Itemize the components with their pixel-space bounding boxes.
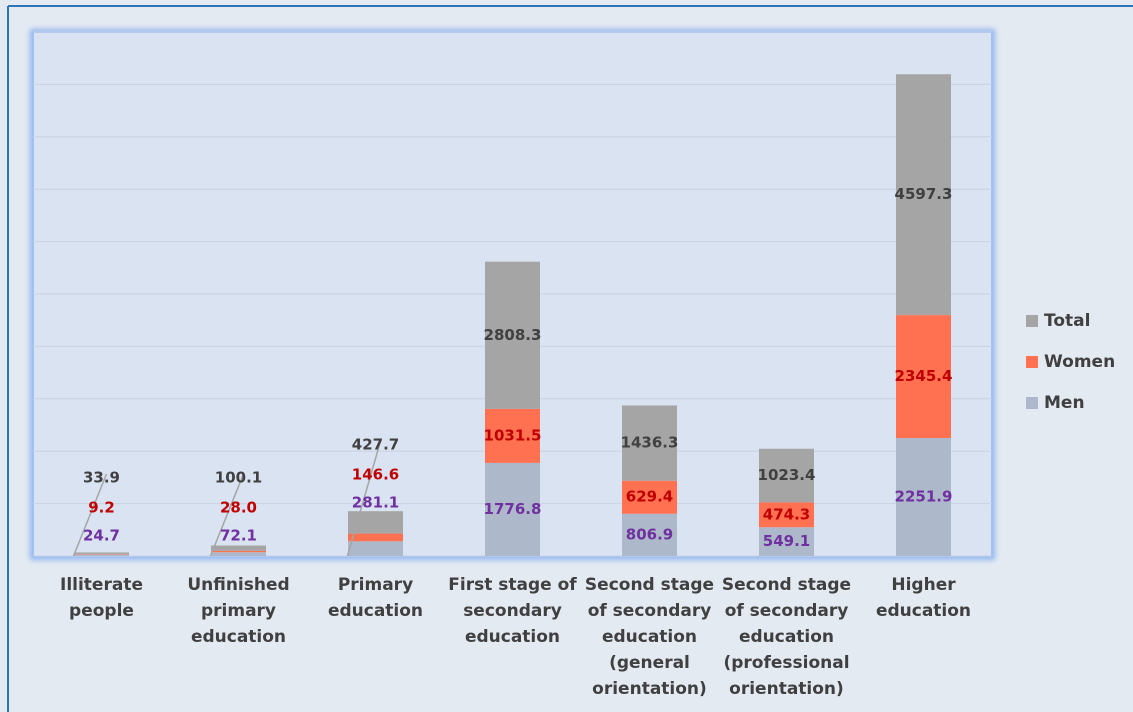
x-tick-label: Higher education [875,575,972,621]
leader-line [209,473,245,557]
bar-segment [896,315,951,439]
data-label: 33.9 [83,469,120,487]
data-label: 2345.4 [895,367,953,385]
bar-segment [485,261,540,409]
data-label: 1776.8 [484,500,542,518]
data-label: 1023.4 [758,466,816,484]
data-label: 427.7 [352,436,399,454]
data-label: 4597.3 [895,185,953,203]
x-tick-label: Illiterate people [60,575,143,621]
data-label: 629.4 [626,488,673,506]
data-label: 9.2 [88,499,115,517]
bar-segment [485,462,540,556]
bar-segment [759,448,814,503]
data-label: 24.7 [83,527,120,545]
bar-segment [211,545,266,551]
bar-segment [896,74,951,316]
data-label: 474.3 [763,505,810,523]
data-label: 806.9 [626,525,673,543]
legend-label: Men [1044,393,1085,413]
bar-segment [74,552,129,555]
bar-segment [211,552,266,556]
data-label: 2808.3 [484,326,542,344]
x-tick-label: Primary education [327,575,424,621]
bar-segment [896,438,951,556]
bar-segment [622,480,677,514]
leader-line [72,473,108,557]
bar-segment [211,550,266,553]
x-tick-label: Second stage of secondary education (pro… [721,575,852,699]
x-tick-label: Second stage of secondary education (gen… [584,575,715,699]
legend-swatch [1026,315,1038,327]
x-tick-label: First stage of secondary education [448,575,577,647]
data-label: 146.6 [352,466,399,484]
leader-line [346,440,382,557]
bar-segment [348,511,403,534]
data-label: 281.1 [352,494,399,512]
data-label: 72.1 [220,527,257,545]
bar-segment [348,541,403,556]
data-label: 1031.5 [484,426,542,444]
data-label: 1436.3 [621,434,679,452]
bar-segment [622,513,677,556]
bar-segment [485,408,540,463]
bar-segment [74,554,129,556]
data-label: 2251.9 [895,488,953,506]
legend-swatch [1026,397,1038,409]
bar-segment [759,527,814,556]
legend-label: Women [1044,352,1115,372]
data-label: 549.1 [763,532,810,550]
data-label: 28.0 [220,499,257,517]
bar-segment [348,533,403,542]
bar-segment [759,502,814,528]
legend-label: Total [1044,311,1090,331]
x-tick-label: Unfinished primary education [187,575,290,647]
legend-swatch [1026,356,1038,368]
data-label: 100.1 [215,469,262,487]
bar-segment [622,405,677,481]
